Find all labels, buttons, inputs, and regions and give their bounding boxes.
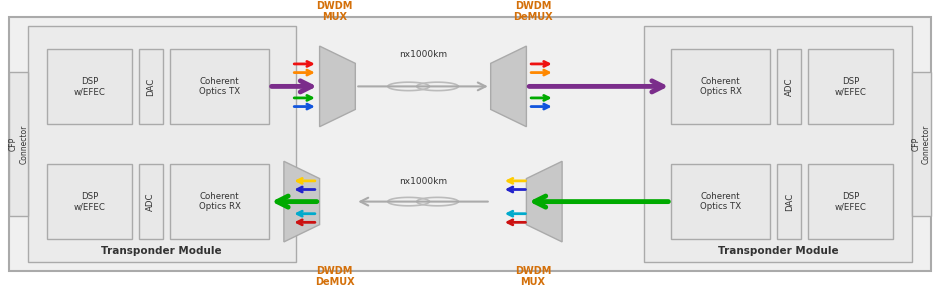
Text: Coherent
Optics TX: Coherent Optics TX — [199, 77, 240, 96]
Bar — [808, 164, 893, 239]
Bar — [912, 72, 931, 216]
Bar — [139, 164, 163, 239]
Bar — [808, 49, 893, 124]
Text: DSP
w/EFEC: DSP w/EFEC — [835, 77, 867, 96]
Bar — [671, 164, 770, 239]
Bar — [644, 26, 912, 262]
Polygon shape — [491, 46, 526, 127]
Text: DSP
w/EFEC: DSP w/EFEC — [73, 192, 105, 211]
Bar — [47, 49, 132, 124]
Bar — [170, 164, 269, 239]
Text: DWDM
MUX: DWDM MUX — [515, 266, 551, 287]
Text: CFP
Connector: CFP Connector — [912, 124, 931, 164]
Bar — [777, 164, 801, 239]
Text: ADC: ADC — [785, 77, 793, 96]
Text: Transponder Module: Transponder Module — [102, 246, 222, 255]
Text: DWDM
DeMUX: DWDM DeMUX — [513, 1, 553, 22]
Bar — [170, 49, 269, 124]
Text: ADC: ADC — [147, 192, 155, 211]
Text: DWDM
DeMUX: DWDM DeMUX — [315, 266, 354, 287]
Bar — [777, 49, 801, 124]
Text: DSP
w/EFEC: DSP w/EFEC — [835, 192, 867, 211]
Text: CFP
Connector: CFP Connector — [9, 124, 28, 164]
Bar — [47, 164, 132, 239]
Text: nx1000km: nx1000km — [399, 177, 447, 186]
Text: DSP
w/EFEC: DSP w/EFEC — [73, 77, 105, 96]
Text: DAC: DAC — [785, 192, 793, 211]
Bar — [9, 17, 931, 271]
Text: DAC: DAC — [147, 77, 155, 96]
Text: Transponder Module: Transponder Module — [718, 246, 838, 255]
Text: DWDM
MUX: DWDM MUX — [317, 1, 352, 22]
Bar — [28, 26, 296, 262]
Polygon shape — [284, 161, 320, 242]
Bar — [671, 49, 770, 124]
Text: Coherent
Optics TX: Coherent Optics TX — [700, 192, 741, 211]
Polygon shape — [526, 161, 562, 242]
Bar — [9, 72, 28, 216]
Text: Coherent
Optics RX: Coherent Optics RX — [198, 192, 241, 211]
Text: nx1000km: nx1000km — [399, 50, 447, 59]
Bar — [139, 49, 163, 124]
Text: Coherent
Optics RX: Coherent Optics RX — [699, 77, 742, 96]
Polygon shape — [320, 46, 355, 127]
